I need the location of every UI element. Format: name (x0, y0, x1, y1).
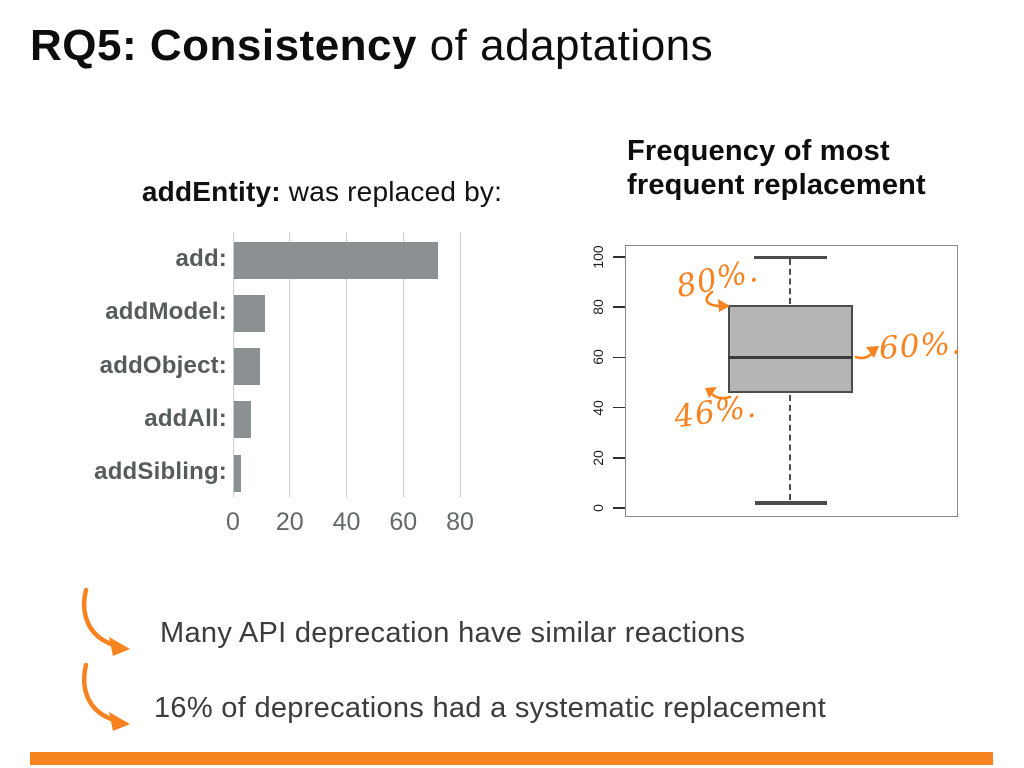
y-axis-tick (613, 306, 625, 308)
bar-chart-title: addEntity: was replaced by: (92, 176, 552, 208)
bar (234, 401, 252, 439)
boxplot-title-line2: frequent replacement (627, 169, 926, 201)
x-axis-tick-label: 20 (275, 508, 304, 536)
bar (234, 241, 439, 279)
y-axis-tick-label: 80 (590, 299, 606, 315)
y-axis-tick-label: 0 (590, 504, 606, 512)
annotation-median: 60%. (877, 325, 963, 367)
iqr-box (728, 304, 853, 393)
x-axis-tick-label: 40 (332, 508, 361, 536)
bar-chart-title-bold: addEntity: (141, 176, 281, 207)
x-axis-tick-label: 80 (446, 508, 474, 536)
upper-whisker (789, 259, 791, 304)
boxplot-frame (625, 245, 958, 517)
y-axis-tick (613, 356, 625, 359)
category-label: addModel: (105, 298, 227, 326)
bar (234, 294, 266, 332)
y-axis-tick (613, 406, 625, 409)
boxplot-title-line1: Frequency of most (627, 135, 890, 167)
footer-accent-bar (30, 752, 993, 765)
y-axis-tick-label: 100 (590, 245, 606, 269)
slide-title-bold: RQ5: Consistency (30, 21, 417, 70)
x-axis-tick-label: 60 (389, 508, 418, 536)
y-axis-tick (613, 256, 625, 258)
category-label: add: (175, 245, 227, 272)
grid-line-x20 (289, 232, 291, 497)
category-label: addAll: (144, 404, 227, 432)
slide-title: RQ5: Consistency of adaptations (30, 18, 713, 73)
bar (234, 348, 260, 385)
y-axis-tick-label: 60 (590, 349, 606, 366)
max-whisker-cap (754, 255, 827, 259)
y-axis-tick (613, 457, 625, 459)
lower-whisker (789, 394, 791, 500)
bar (234, 454, 242, 492)
bullet-text-1: Many API deprecation have similar reacti… (160, 617, 746, 649)
median-line (728, 355, 853, 360)
x-axis-tick-label: 0 (226, 508, 240, 536)
y-axis-tick (613, 507, 625, 509)
bar-chart-title-regular: was replaced by: (280, 176, 503, 207)
boxplot-title: Frequency of most frequent replacement (627, 134, 926, 202)
category-label: addSibling: (94, 458, 227, 485)
y-axis-tick-label: 40 (590, 399, 606, 416)
slide-title-regular: of adaptations (416, 21, 714, 70)
grid-line-x0 (232, 232, 234, 497)
grid-line-x80 (459, 232, 461, 497)
grid-line-x60 (402, 232, 404, 497)
category-label: addObject: (99, 351, 227, 379)
bullet-text-2: 16% of deprecations had a systematic rep… (154, 692, 827, 724)
min-whisker-cap (755, 500, 827, 505)
grid-line-x40 (346, 232, 347, 497)
y-axis-tick-label: 20 (590, 450, 606, 466)
